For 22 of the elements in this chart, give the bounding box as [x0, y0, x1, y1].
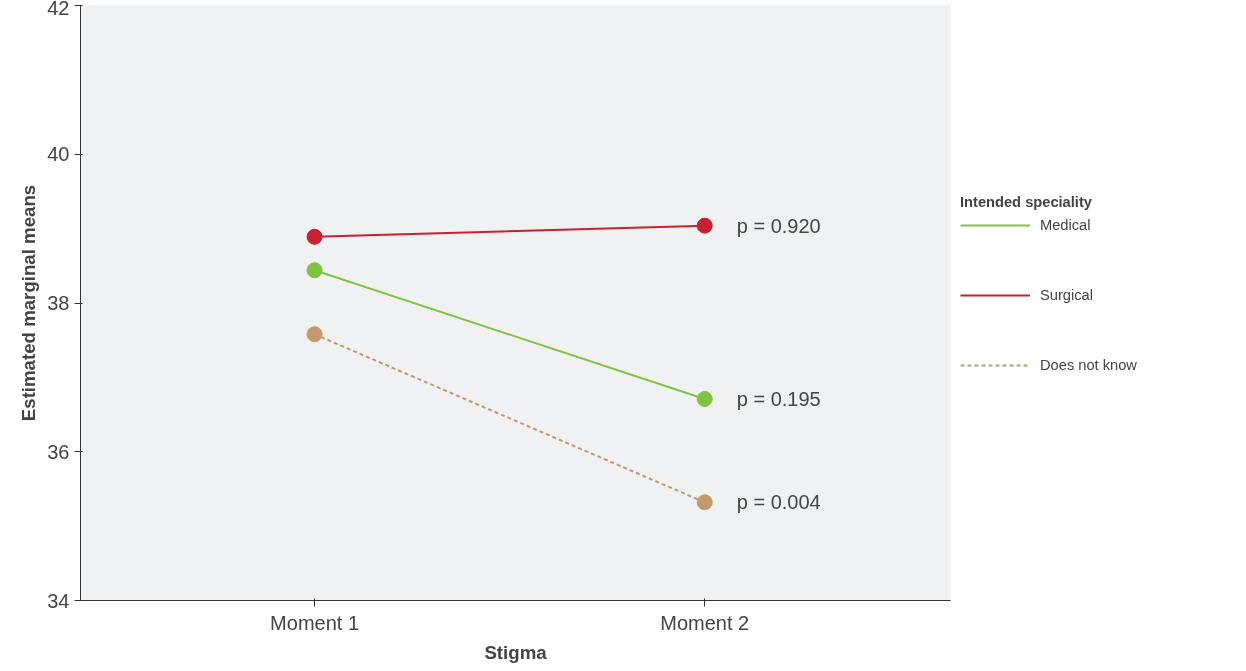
legend-title: Intended speciality	[960, 194, 1093, 210]
legend-label: Surgical	[1040, 287, 1093, 303]
point	[306, 262, 323, 279]
y-axis-title: Estimated marginal means	[18, 184, 40, 422]
y-tick-label: 34	[47, 589, 70, 612]
legend-label: Medical	[1040, 217, 1091, 233]
point	[696, 217, 713, 234]
point	[696, 390, 713, 407]
annotation: p = 0.195	[736, 387, 821, 410]
y-tick-label: 42	[47, 0, 70, 19]
y-tick-label: 38	[47, 292, 70, 314]
y-tick-label: 40	[47, 143, 70, 166]
x-tick-label: Moment 2	[660, 611, 750, 634]
point	[306, 326, 323, 343]
annotation: p = 0.920	[736, 214, 821, 237]
annotation: p = 0.004	[736, 491, 821, 514]
legend-label: Does not know	[1040, 357, 1137, 373]
x-axis-title: Stigma	[484, 641, 548, 663]
point	[306, 228, 323, 245]
y-tick-label: 36	[47, 440, 70, 463]
x-tick-label: Moment 1	[270, 611, 360, 634]
point	[696, 494, 713, 511]
